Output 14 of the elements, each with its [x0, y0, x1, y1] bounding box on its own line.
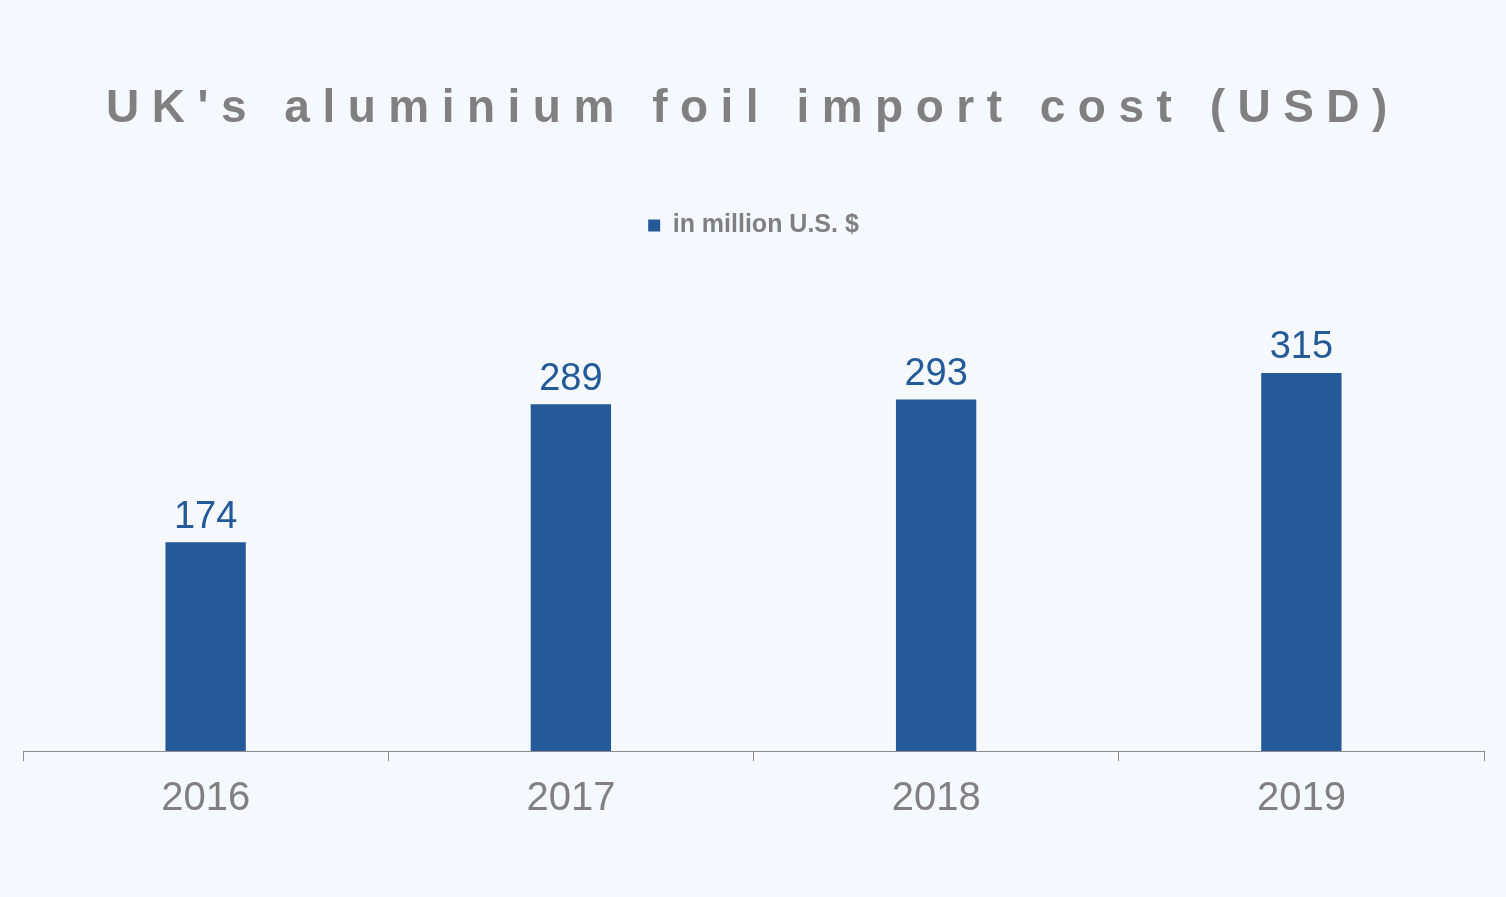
bar	[530, 404, 612, 751]
data-label: 174	[173, 493, 238, 536]
x-tick-label: 2018	[891, 774, 981, 819]
x-tick-label: 2017	[526, 774, 616, 819]
data-label: 293	[904, 350, 968, 393]
bar	[895, 399, 977, 751]
x-tick-label: 2019	[1256, 774, 1346, 819]
bar	[165, 542, 246, 751]
legend-label: in million U.S. $	[672, 209, 859, 238]
chart-title: UK's aluminium foil import cost (USD)	[105, 79, 1401, 134]
data-label: 315	[1269, 324, 1334, 367]
x-tick-label: 2016	[161, 774, 251, 819]
data-label: 289	[539, 355, 603, 398]
bar	[1261, 373, 1342, 751]
